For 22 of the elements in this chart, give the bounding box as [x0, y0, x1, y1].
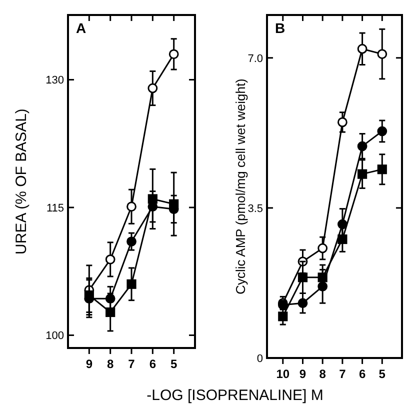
y-axis-title: Cyclic AMP (pmol/mg cell wet weight)	[233, 78, 248, 294]
x-tick-label: 5	[170, 357, 178, 371]
annotation: B	[275, 20, 286, 36]
x-axis-title: -LOG [ISOPRENALINE] M	[146, 387, 324, 404]
x-tick-label: 9	[299, 367, 306, 381]
x-tick-label: 6	[358, 367, 366, 381]
y-tick-label: 0	[256, 353, 263, 365]
y-tick-label: 7.0	[248, 52, 263, 65]
y-tick-label: 3.5	[248, 202, 263, 215]
y-tick-label: 115	[46, 202, 64, 214]
x-tick-label: 10	[276, 367, 290, 381]
y-axis-title: UREA (% OF BASAL)	[13, 108, 30, 254]
x-tick-label: 7	[339, 367, 346, 381]
x-tick-label: 5	[378, 367, 386, 381]
y-tick-label: 100	[46, 330, 64, 342]
annotation: A	[76, 20, 86, 36]
x-tick-label: 8	[319, 367, 326, 381]
x-tick-label: 9	[86, 357, 93, 371]
x-tick-label: 8	[106, 357, 114, 371]
x-tick-label: 6	[149, 357, 156, 371]
x-tick-label: 7	[128, 357, 136, 371]
y-tick-label: 130	[46, 74, 64, 87]
